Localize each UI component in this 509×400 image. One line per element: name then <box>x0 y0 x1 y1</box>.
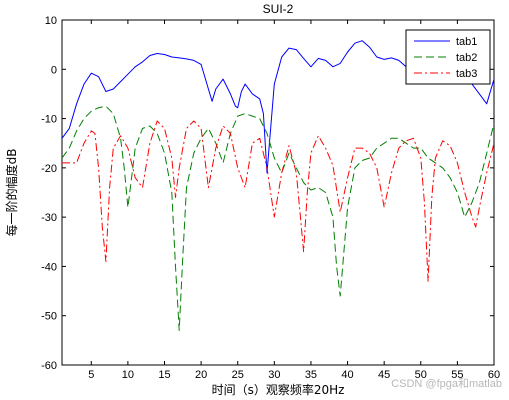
x-tick-label: 15 <box>158 369 170 381</box>
x-tick-label: 60 <box>488 369 500 381</box>
series-line-tab3 <box>62 120 495 282</box>
y-tick-label: -40 <box>41 261 57 273</box>
x-axis-label: 时间（s）观察频率20Hz <box>212 382 345 397</box>
y-tick-label: -60 <box>41 360 57 372</box>
x-tick-label: 35 <box>305 369 317 381</box>
y-axis-ticks: 10 0 -10 -20 -30 -40 -50 -60 <box>41 15 494 372</box>
y-axis-label: 每一阶的幅度dB <box>4 149 19 237</box>
x-tick-label: 10 <box>122 369 134 381</box>
y-tick-label: -50 <box>41 311 57 323</box>
x-tick-label: 45 <box>378 369 390 381</box>
legend: tab1 tab2 tab3 <box>405 29 491 85</box>
x-tick-label: 55 <box>451 369 463 381</box>
x-tick-label: 30 <box>268 369 280 381</box>
legend-label-tab1: tab1 <box>456 36 477 48</box>
y-tick-label: -30 <box>41 212 57 224</box>
chart-title: SUI-2 <box>263 2 294 16</box>
y-tick-label: 10 <box>45 15 57 27</box>
legend-label-tab3: tab3 <box>456 68 477 80</box>
watermark-text: CSDN @fpga和matlab <box>391 377 502 390</box>
x-axis-ticks: 5 10 15 20 25 30 35 40 45 50 55 60 <box>88 20 500 381</box>
x-tick-label: 5 <box>88 369 94 381</box>
y-tick-label: 0 <box>51 64 57 76</box>
x-tick-label: 20 <box>195 369 207 381</box>
legend-label-tab2: tab2 <box>456 52 477 64</box>
x-tick-label: 50 <box>415 369 427 381</box>
series-line-tab2 <box>61 105 495 331</box>
y-tick-label: -20 <box>41 163 57 175</box>
x-tick-label: 40 <box>341 369 353 381</box>
x-tick-label: 25 <box>232 369 244 381</box>
y-tick-label: -10 <box>41 114 57 126</box>
